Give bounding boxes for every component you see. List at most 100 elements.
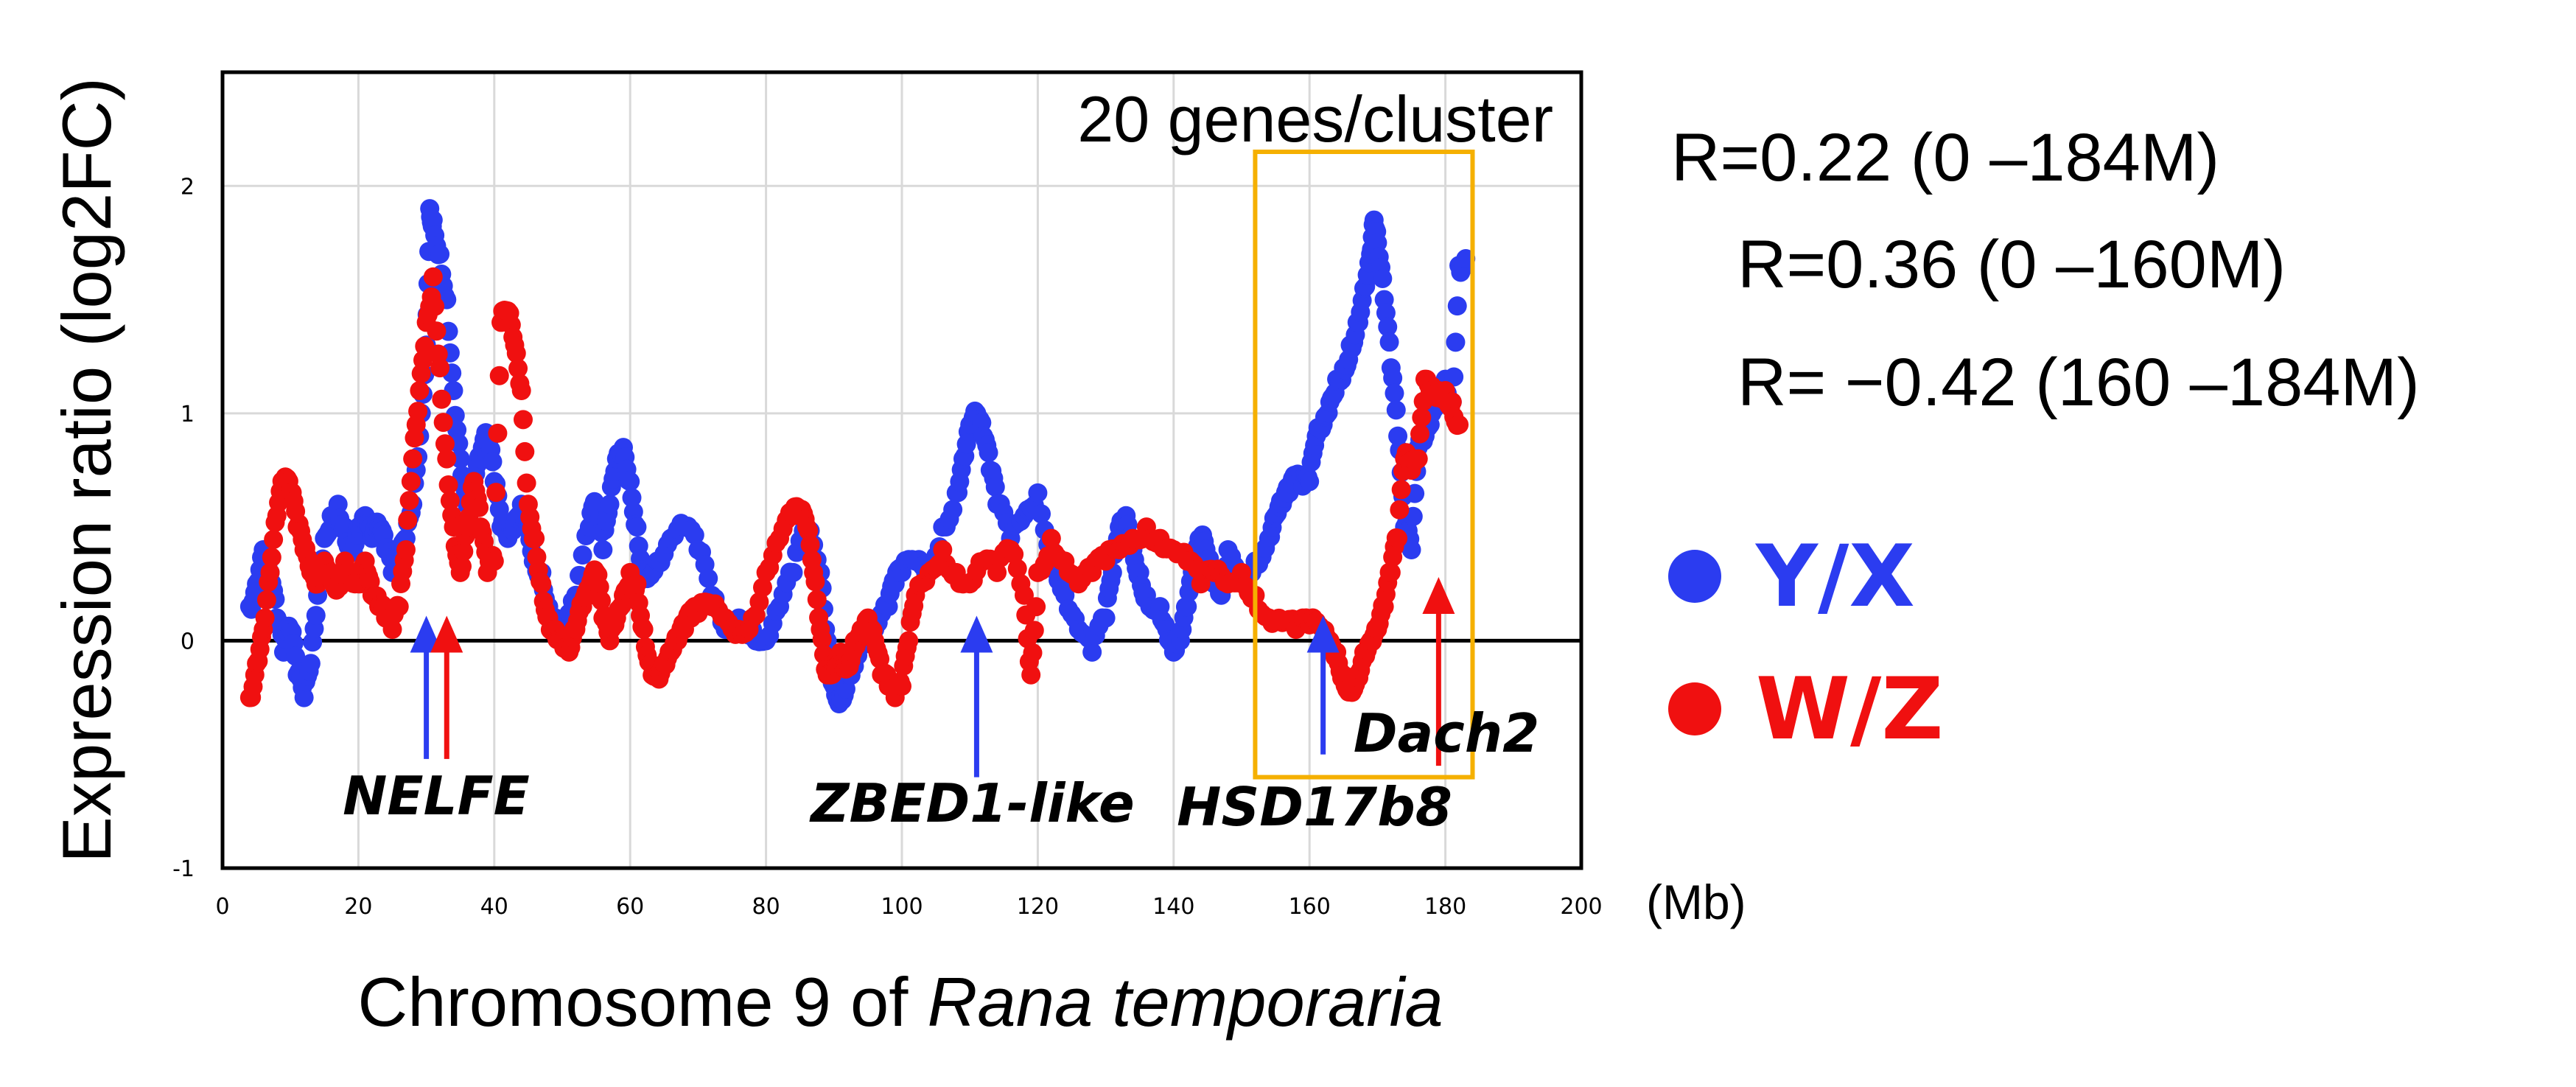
data-point-yx <box>1300 472 1320 492</box>
data-point-wz <box>525 528 545 548</box>
legend-label-wz: W/Z <box>1756 660 1943 759</box>
data-point-wz <box>513 410 533 430</box>
data-point-yx <box>1383 368 1403 388</box>
highlight-region <box>1253 150 1475 780</box>
data-point-wz <box>1004 545 1024 565</box>
data-point-yx <box>430 244 450 264</box>
x-tick-label: 80 <box>752 894 780 920</box>
data-point-yx <box>1401 540 1421 559</box>
data-point-yx <box>943 500 963 520</box>
y-tick-label: 2 <box>181 174 195 200</box>
data-point-wz <box>399 491 419 511</box>
data-point-wz <box>389 597 409 617</box>
x-axis-label-prefix: Chromosome 9 of <box>357 963 927 1041</box>
data-point-wz <box>255 608 275 628</box>
data-point-yx <box>1082 642 1102 662</box>
data-point-wz <box>398 510 418 530</box>
chart-title: 20 genes/cluster <box>1077 83 1553 155</box>
data-point-wz <box>987 562 1007 582</box>
data-point-wz <box>454 542 474 562</box>
data-point-wz <box>508 358 528 378</box>
legend-marker-wz <box>1668 682 1721 735</box>
data-point-wz <box>515 441 535 461</box>
y-tick-label: -1 <box>172 856 195 882</box>
data-point-yx <box>306 606 326 626</box>
data-point-wz <box>1449 415 1469 435</box>
gene-label-hsd17b8: HSD17b8 <box>1177 776 1452 838</box>
data-point-wz <box>408 402 428 422</box>
x-tick-label: 120 <box>1017 894 1059 920</box>
data-point-wz <box>627 574 647 594</box>
data-point-yx <box>622 488 642 508</box>
data-point-wz <box>488 423 508 443</box>
data-point-wz <box>799 521 819 541</box>
data-point-yx <box>1032 504 1051 524</box>
data-point-wz <box>440 491 460 511</box>
data-point-wz <box>511 381 531 400</box>
data-point-yx <box>1096 608 1116 628</box>
correlation-all: R=0.22 (0 –184M) <box>1671 120 2219 195</box>
data-point-wz <box>1442 392 1462 412</box>
data-point-yx <box>286 646 306 666</box>
arrow-head <box>430 615 463 653</box>
data-point-wz <box>396 540 416 559</box>
y-tick-label: 1 <box>181 402 195 427</box>
data-point-wz <box>423 267 443 287</box>
data-point-wz <box>430 358 450 378</box>
data-point-wz <box>1041 528 1061 548</box>
x-tick-label: 20 <box>344 894 372 920</box>
data-point-yx <box>1177 597 1197 617</box>
data-point-wz <box>592 591 612 611</box>
data-point-yx <box>979 443 998 463</box>
y-axis-label: Expression ratio (log2FC) <box>48 77 125 863</box>
data-point-wz <box>506 343 526 363</box>
legend-label-yx: Y/X <box>1754 527 1915 626</box>
data-point-wz <box>432 389 452 409</box>
data-point-wz <box>749 592 769 612</box>
data-point-wz <box>256 590 276 610</box>
x-tick-label: 100 <box>881 894 923 920</box>
data-point-yx <box>1446 332 1466 352</box>
arrow-head <box>1306 615 1340 653</box>
data-point-yx <box>483 452 503 472</box>
x-tick-label: 200 <box>1560 894 1602 920</box>
data-point-wz <box>1026 597 1046 617</box>
data-point-wz <box>262 548 281 567</box>
x-tick-label: 180 <box>1424 894 1466 920</box>
data-point-wz <box>892 677 911 696</box>
data-point-yx <box>1376 303 1396 323</box>
x-tick-label: 160 <box>1289 894 1331 920</box>
data-point-yx <box>328 494 348 514</box>
data-point-wz <box>435 434 455 454</box>
gene-label-zbed1-like: ZBED1-like <box>809 772 1135 834</box>
data-point-wz <box>805 572 825 592</box>
data-point-wz <box>484 551 504 571</box>
arrow-head <box>960 615 993 653</box>
data-point-yx <box>1385 383 1404 403</box>
arrow-head <box>1422 577 1455 615</box>
data-point-wz <box>469 497 489 517</box>
data-point-yx <box>449 433 469 453</box>
data-point-wz <box>1390 500 1410 520</box>
legend-marker-yx <box>1668 550 1721 603</box>
data-point-wz <box>752 578 772 598</box>
data-point-yx <box>1373 268 1393 288</box>
correlation-0-160: R=0.36 (0 –160M) <box>1737 227 2286 302</box>
gene-label-nelfe: NELFE <box>343 765 530 827</box>
data-point-yx <box>1378 317 1398 337</box>
data-point-yx <box>573 545 592 565</box>
arrow-head <box>410 615 443 653</box>
data-point-wz <box>800 535 820 555</box>
plot-frame <box>220 70 1583 870</box>
data-point-yx <box>423 210 443 230</box>
data-point-wz <box>1410 424 1430 444</box>
data-point-yx <box>301 654 321 674</box>
data-point-wz <box>413 350 433 370</box>
data-point-yx <box>600 494 620 514</box>
data-point-yx <box>1028 483 1048 503</box>
data-point-wz <box>427 321 447 341</box>
data-point-yx <box>699 568 718 588</box>
x-tick-labels: 0 20 40 60 80 100 120 140 160 180 200 <box>215 894 1602 920</box>
x-axis-label: Chromosome 9 of Rana temporaria <box>357 963 1443 1041</box>
